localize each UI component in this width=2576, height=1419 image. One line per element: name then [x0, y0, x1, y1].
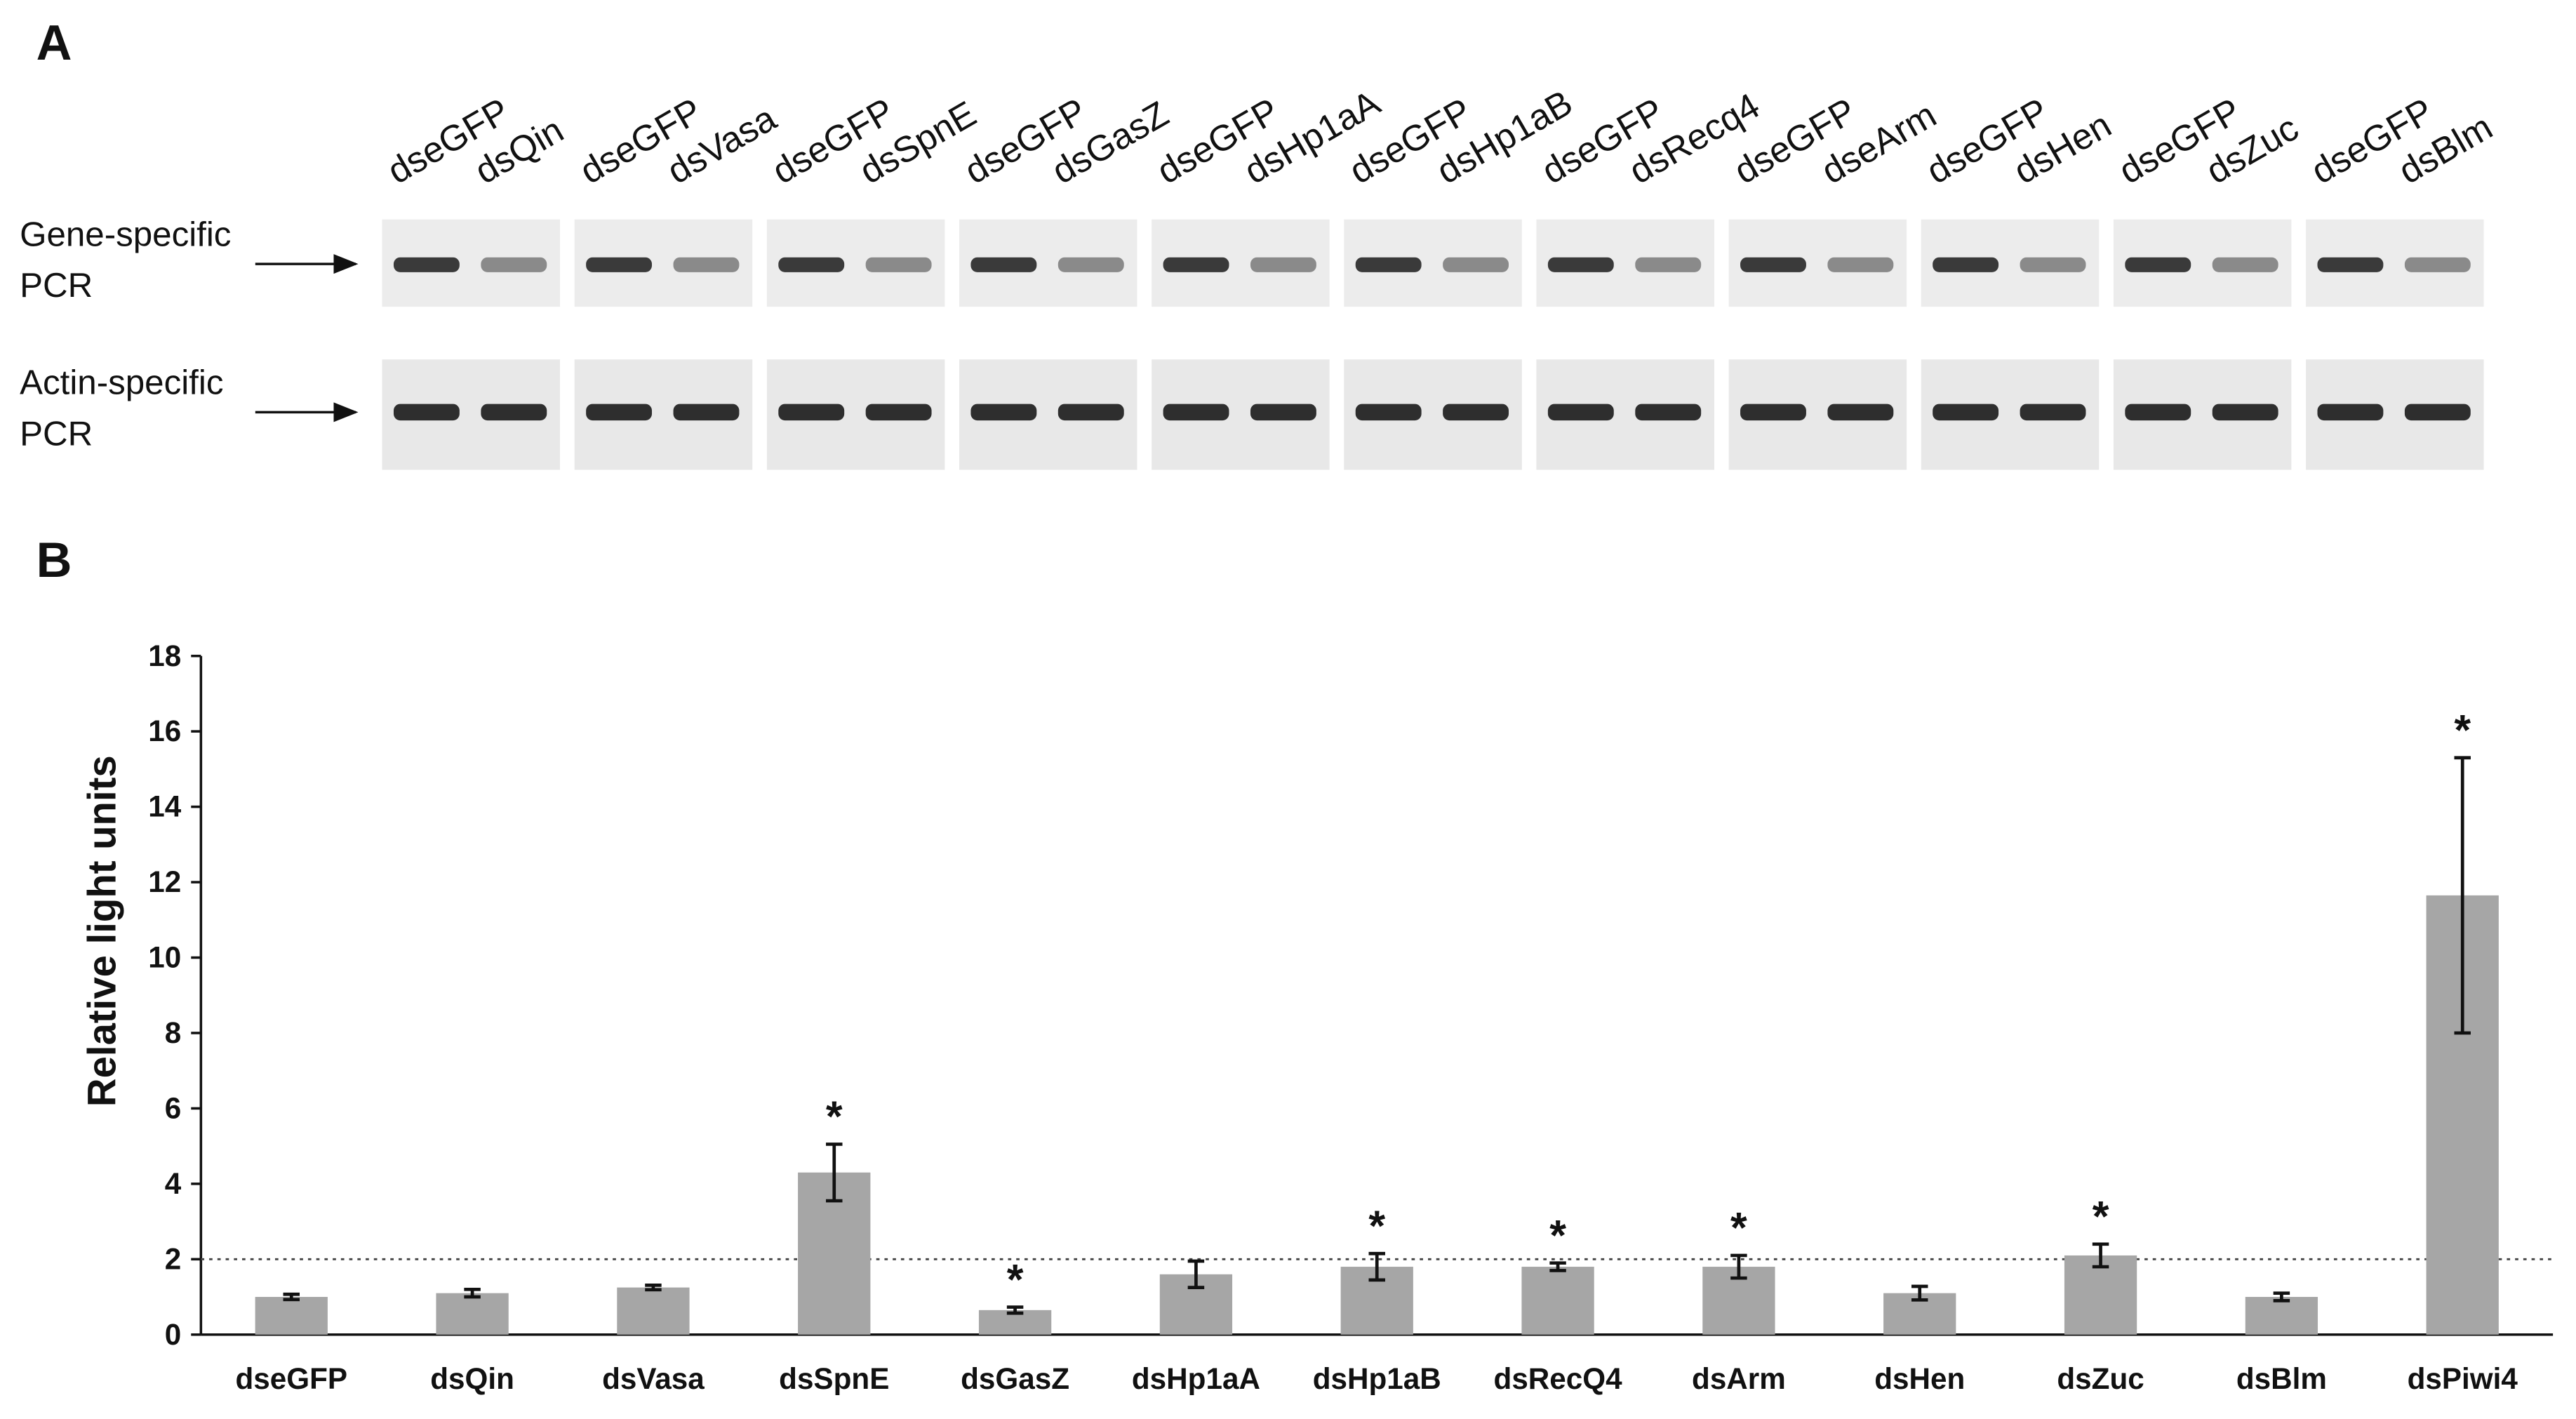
- gel-band: [970, 257, 1037, 272]
- y-axis-label: Relative light units: [79, 755, 124, 1107]
- gel-band: [1163, 257, 1229, 272]
- bar: [1521, 1267, 1594, 1335]
- gel-band: [1740, 257, 1806, 272]
- gel-band: [1443, 257, 1509, 272]
- gel-band: [1933, 404, 1999, 421]
- bar: [617, 1287, 690, 1335]
- gel-band: [2317, 257, 2384, 272]
- gel-band: [1163, 404, 1229, 421]
- gel-band: [2125, 404, 2191, 421]
- gel-band: [865, 257, 932, 272]
- bar: [2245, 1297, 2318, 1335]
- gel-band: [481, 404, 547, 421]
- gel-band: [778, 257, 845, 272]
- gel-band: [2404, 404, 2471, 421]
- significance-marker: *: [1007, 1255, 1024, 1303]
- gel-band: [673, 404, 740, 421]
- gel-band: [1355, 257, 1422, 272]
- bar: [436, 1293, 509, 1335]
- gel-band: [2404, 257, 2471, 272]
- x-tick-label: dsHen: [1874, 1362, 1965, 1395]
- x-tick-label: dsBlm: [2236, 1362, 2327, 1395]
- y-tick-label: 6: [165, 1091, 182, 1124]
- x-tick-label: dsArm: [1692, 1362, 1786, 1395]
- gel-band: [1827, 404, 1894, 421]
- gel-band: [2020, 257, 2086, 272]
- bar: [255, 1297, 328, 1335]
- y-tick-label: 8: [165, 1016, 182, 1049]
- y-tick-label: 4: [165, 1167, 182, 1200]
- gel-band: [865, 404, 932, 421]
- x-tick-label: dsRecQ4: [1494, 1362, 1623, 1395]
- x-tick-label: dsHp1aA: [1132, 1362, 1260, 1395]
- x-tick-label: dsSpnE: [779, 1362, 889, 1395]
- gel-band: [1547, 404, 1614, 421]
- significance-marker: *: [2454, 706, 2471, 754]
- gel-band: [1057, 257, 1124, 272]
- x-tick-label: dseGFP: [235, 1362, 347, 1395]
- significance-marker: *: [826, 1093, 843, 1140]
- panel-label: A: [36, 15, 72, 70]
- significance-marker: *: [1730, 1204, 1747, 1251]
- gel-band: [393, 257, 460, 272]
- gel-band: [2212, 257, 2278, 272]
- gel-band: [481, 257, 547, 272]
- gel-band: [1635, 257, 1702, 272]
- y-tick-label: 2: [165, 1242, 182, 1275]
- gel-band: [1355, 404, 1422, 421]
- y-tick-label: 0: [165, 1318, 182, 1351]
- gel-band: [1547, 257, 1614, 272]
- x-tick-label: dsVasa: [602, 1362, 705, 1395]
- gel-band: [393, 404, 460, 421]
- gel-band: [586, 404, 653, 421]
- x-tick-label: dsGasZ: [961, 1362, 1069, 1395]
- gel-band: [1740, 404, 1806, 421]
- row-label: PCR: [20, 266, 93, 305]
- gel-band: [2317, 404, 2384, 421]
- gel-band: [586, 257, 653, 272]
- gel-band: [2125, 257, 2191, 272]
- y-tick-label: 12: [148, 865, 181, 898]
- gel-band: [1933, 257, 1999, 272]
- row-label: Actin-specific: [20, 364, 223, 402]
- y-tick-label: 14: [148, 790, 181, 823]
- x-tick-label: dsPiwi4: [2408, 1362, 2518, 1395]
- gel-band: [1250, 257, 1316, 272]
- gel-band: [778, 404, 845, 421]
- x-tick-label: dsZuc: [2057, 1362, 2144, 1395]
- significance-marker: *: [1549, 1211, 1566, 1259]
- gel-band: [1827, 257, 1894, 272]
- gel-band: [673, 257, 740, 272]
- gel-band: [1443, 404, 1509, 421]
- y-tick-label: 18: [148, 639, 181, 672]
- row-label: Gene-specific: [20, 215, 231, 253]
- gel-band: [2212, 404, 2278, 421]
- gel-band: [2020, 404, 2086, 421]
- significance-marker: *: [2093, 1192, 2109, 1240]
- gel-band: [1635, 404, 1702, 421]
- row-label: PCR: [20, 414, 93, 453]
- gel-band: [970, 404, 1037, 421]
- gel-band: [1057, 404, 1124, 421]
- y-tick-label: 16: [148, 714, 181, 747]
- significance-marker: *: [1368, 1201, 1385, 1249]
- y-tick-label: 10: [148, 941, 181, 974]
- gel-band: [1250, 404, 1316, 421]
- bar: [2064, 1255, 2137, 1335]
- panel-label: B: [36, 532, 72, 587]
- x-tick-label: dsQin: [430, 1362, 514, 1395]
- x-tick-label: dsHp1aB: [1313, 1362, 1441, 1395]
